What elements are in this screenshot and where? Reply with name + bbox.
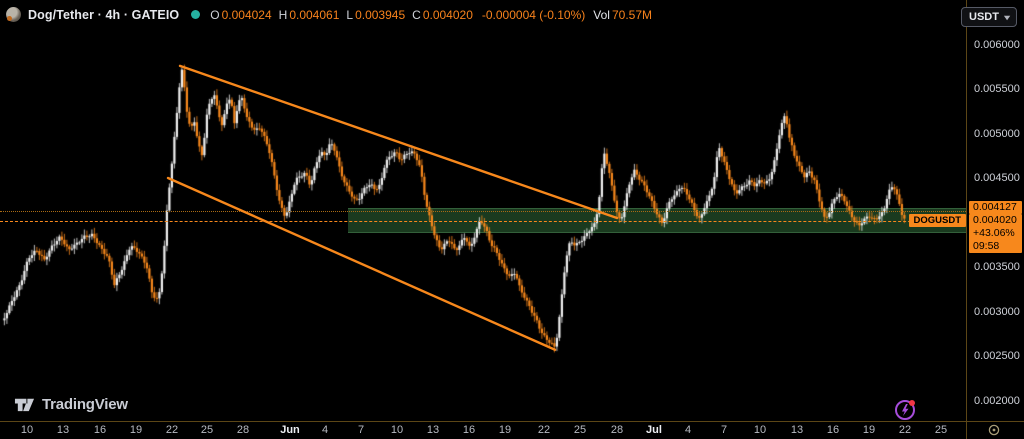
alert-price-text: 0.004127	[973, 201, 1017, 214]
alert-price-line[interactable]	[0, 211, 966, 213]
time-tick-label: 22	[898, 424, 912, 436]
open-value: 0.004024	[221, 7, 272, 22]
time-tick-label: 13	[426, 424, 440, 436]
high-value: 0.004061	[289, 7, 340, 22]
currency-label: USDT	[969, 11, 999, 23]
price-axis[interactable]: 0.004127 0.004020 +43.06% 09:58 0.006000…	[967, 0, 1024, 421]
price-tick-label: 0.002500	[974, 350, 1020, 362]
time-tick-label: 7	[357, 424, 365, 436]
change-value: -0.000004 (-0.10%)	[481, 7, 586, 22]
price-tick-label: 0.003500	[974, 261, 1020, 273]
price-tick-label: 0.004500	[974, 172, 1020, 184]
time-tick-label: 13	[56, 424, 70, 436]
time-tick-label: 13	[790, 424, 804, 436]
time-tick-month-label: Jul	[646, 424, 662, 436]
tradingview-logo-text: TradingView	[42, 396, 128, 413]
time-axis[interactable]: 10 13 16 19 22 25 28 Jun 4 7 10 13 16 19 22 25 28 Jul 4 7 10…	[0, 422, 966, 439]
price-tick-label: 0.002000	[974, 394, 1020, 407]
time-tick-label: 10	[753, 424, 767, 436]
symbol-title[interactable]: Dog/Tether · 4h · GATEIO	[28, 7, 180, 22]
time-tick-label: 4	[684, 424, 692, 436]
gear-icon[interactable]	[987, 423, 1003, 437]
tradingview-mark-icon	[14, 398, 35, 412]
ohlc-values: O 0.004024 H 0.004061 L 0.003945 C 0.004…	[210, 8, 585, 22]
volume-value: 70.57M	[611, 7, 652, 22]
time-tick-label: 25	[573, 424, 587, 436]
flash-button[interactable]	[894, 399, 916, 421]
time-tick-label: 28	[610, 424, 624, 436]
change-percent-text: +43.06%	[973, 227, 1015, 240]
open-label: O	[210, 7, 220, 22]
price-axis-separator	[966, 0, 967, 439]
time-tick-label: 10	[20, 424, 34, 436]
chart-legend: Dog/Tether · 4h · GATEIO O 0.004024 H 0.…	[6, 7, 652, 22]
time-tick-label: 16	[93, 424, 107, 436]
low-value: 0.003945	[355, 7, 406, 22]
time-tick-label: 19	[862, 424, 876, 436]
current-price-line[interactable]	[0, 220, 966, 222]
price-tick-label: 0.003000	[974, 305, 1020, 318]
time-tick-label: 16	[826, 424, 840, 436]
volume-label: Vol	[593, 7, 610, 22]
price-tick-label: 0.006000	[974, 38, 1020, 51]
last-price-text: 0.004020	[973, 214, 1017, 227]
symbol-price-tag: DOGUSDT	[908, 214, 966, 228]
chart-pane[interactable]: DOGUSDT	[0, 0, 966, 421]
time-tick-label: 19	[129, 424, 143, 436]
time-axis-separator	[0, 421, 1024, 422]
tradingview-logo[interactable]: TradingView	[14, 394, 128, 415]
close-value: 0.004020	[422, 7, 473, 22]
close-label: C	[412, 7, 421, 22]
price-tick-label: 0.005000	[974, 127, 1020, 140]
high-label: H	[278, 7, 288, 22]
time-tick-label: 28	[236, 424, 250, 436]
time-tick-label: 10	[390, 424, 404, 436]
market-status-icon	[191, 10, 201, 19]
last-price-label: 0.004020 +43.06% 09:58	[969, 214, 1022, 254]
alert-price-label: 0.004127	[969, 201, 1022, 215]
time-tick-label: 19	[498, 424, 512, 436]
time-tick-label: 25	[200, 424, 214, 436]
time-tick-label: 25	[934, 424, 948, 436]
time-tick-label: 22	[537, 424, 551, 436]
lightning-icon	[895, 400, 915, 420]
time-tick-label: 4	[321, 424, 329, 436]
time-tick-label: 16	[462, 424, 476, 436]
price-tick-label: 0.005500	[974, 83, 1020, 95]
low-label: L	[346, 7, 354, 22]
chevron-down-icon: ▾	[1004, 12, 1010, 22]
currency-dropdown[interactable]: USDT ▾	[961, 7, 1017, 27]
time-tick-month-label: Jun	[280, 424, 300, 436]
time-tick-label: 7	[720, 424, 728, 436]
bar-countdown-text: 09:58	[973, 240, 1000, 253]
coin-logo-icon	[6, 7, 21, 22]
time-tick-label: 22	[165, 424, 179, 436]
